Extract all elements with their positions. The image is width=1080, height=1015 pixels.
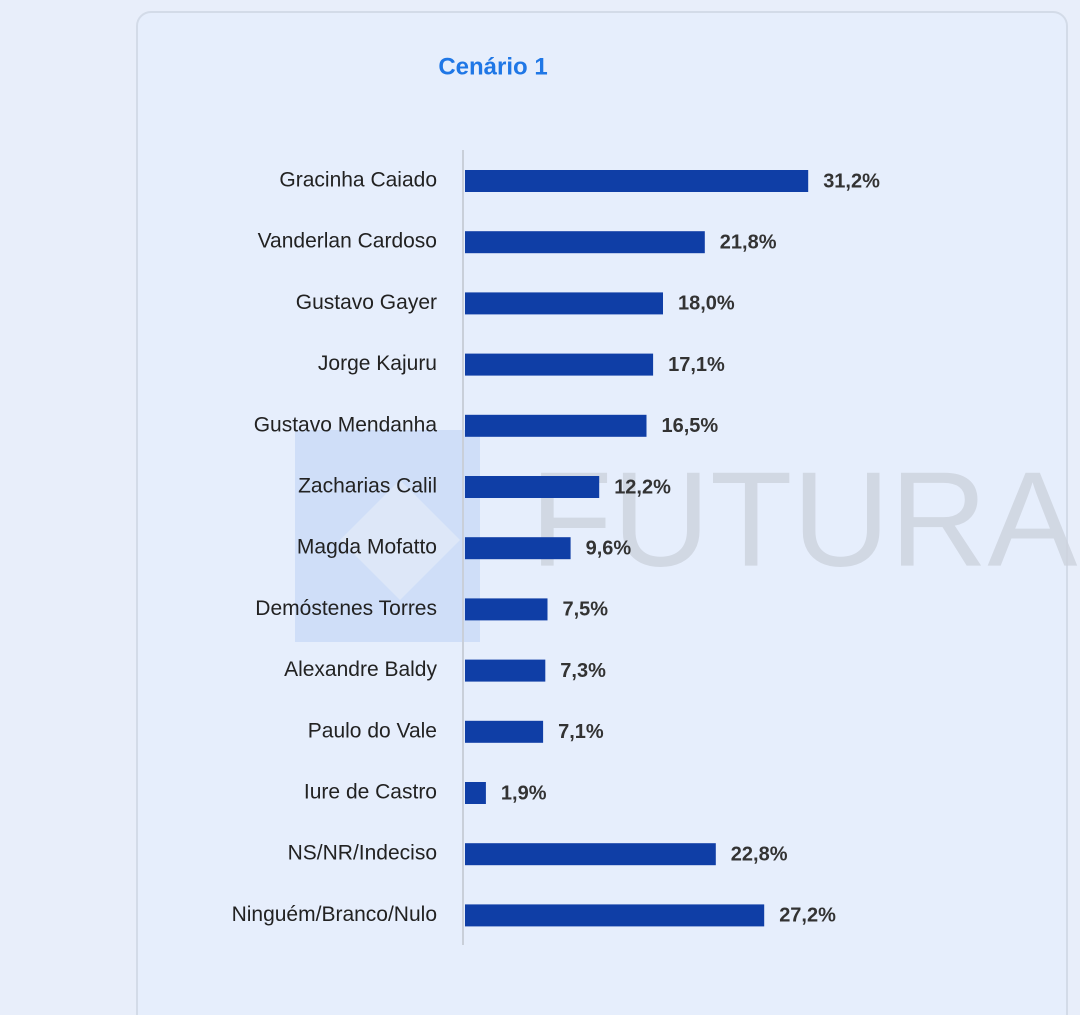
bar bbox=[465, 904, 765, 927]
bar bbox=[465, 353, 654, 376]
bar bbox=[465, 170, 809, 192]
category-label: Iure de Castro bbox=[304, 781, 437, 804]
category-label: Paulo do Vale bbox=[308, 719, 437, 742]
category-label: Gracinha Caiado bbox=[279, 169, 437, 192]
bar bbox=[465, 292, 663, 315]
value-label: 9,6% bbox=[586, 537, 632, 559]
bar bbox=[465, 659, 546, 682]
value-label: 12,2% bbox=[614, 476, 671, 498]
watermark: FUTURA bbox=[530, 444, 1077, 595]
category-label: Alexandre Baldy bbox=[284, 658, 437, 681]
value-label: 31,2% bbox=[823, 170, 880, 192]
category-label: Ninguém/Branco/Nulo bbox=[232, 903, 437, 926]
bar bbox=[465, 598, 548, 621]
watermark-logo-shape bbox=[340, 480, 460, 600]
bar bbox=[465, 414, 647, 437]
value-label: 22,8% bbox=[731, 843, 788, 865]
bar bbox=[465, 720, 544, 743]
category-label: Zacharias Calil bbox=[298, 475, 437, 498]
value-label: 27,2% bbox=[779, 905, 836, 927]
value-label: 7,5% bbox=[563, 599, 609, 621]
card bbox=[136, 11, 1068, 1015]
bar bbox=[465, 476, 600, 498]
value-label: 18,0% bbox=[678, 293, 735, 315]
value-label: 7,1% bbox=[558, 721, 604, 743]
category-label: Gustavo Gayer bbox=[296, 291, 437, 314]
category-label: Jorge Kajuru bbox=[318, 352, 437, 375]
value-label: 16,5% bbox=[662, 415, 719, 437]
bar bbox=[465, 537, 571, 560]
category-label: Magda Mofatto bbox=[297, 536, 437, 559]
category-label: NS/NR/Indeciso bbox=[288, 842, 437, 865]
value-label: 21,8% bbox=[720, 231, 777, 253]
bar bbox=[465, 843, 716, 866]
category-label: Gustavo Mendanha bbox=[254, 413, 438, 436]
value-label: 1,9% bbox=[501, 782, 547, 804]
chart-title: Cenário 1 bbox=[438, 53, 547, 80]
bar bbox=[465, 782, 486, 804]
value-label: 17,1% bbox=[668, 354, 725, 376]
value-label: 7,3% bbox=[560, 660, 606, 682]
bar bbox=[465, 231, 705, 254]
category-label: Vanderlan Cardoso bbox=[258, 230, 437, 253]
category-label: Demóstenes Torres bbox=[255, 597, 437, 620]
